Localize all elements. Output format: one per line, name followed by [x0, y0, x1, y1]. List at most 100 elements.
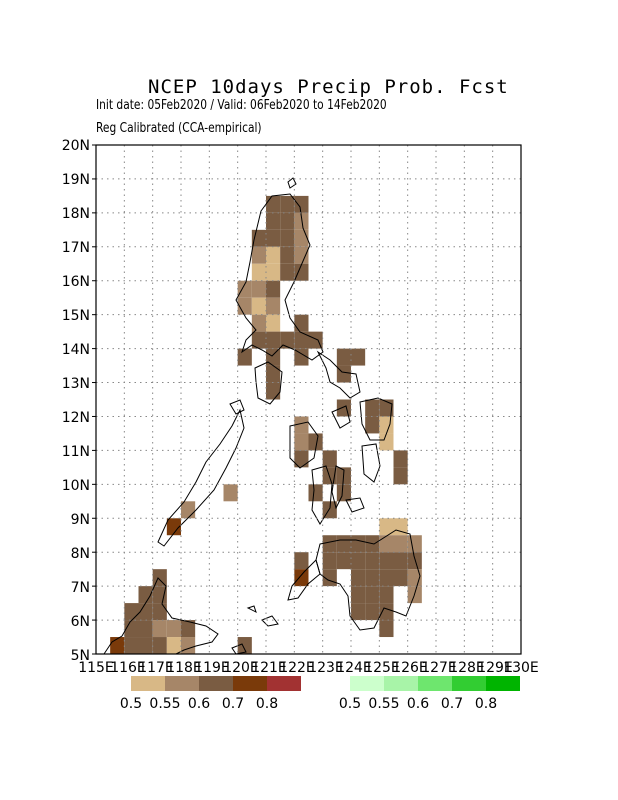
legend-wet-label: 0.55	[368, 696, 399, 712]
probability-cell	[336, 552, 351, 570]
probability-cell	[351, 552, 366, 570]
probability-cell	[351, 535, 366, 553]
probability-cell	[266, 280, 281, 298]
coastline-samar	[359, 397, 393, 441]
lat-label: 5N	[71, 648, 90, 664]
probability-cell	[336, 365, 351, 383]
probability-cell	[379, 603, 394, 621]
lat-label: 17N	[62, 240, 90, 256]
probability-cell	[351, 569, 366, 587]
probability-cell	[351, 348, 366, 366]
lon-label: 118E	[166, 660, 202, 676]
coastline-negros	[311, 465, 333, 525]
lon-label: 122E	[279, 660, 315, 676]
legend-swatch	[131, 676, 165, 691]
probability-cell	[266, 365, 281, 383]
probability-cell	[336, 348, 351, 366]
probability-cell	[393, 552, 408, 570]
probability-cell	[393, 535, 408, 553]
probability-cell	[280, 229, 295, 247]
probability-cell	[223, 484, 238, 502]
probability-cell	[152, 620, 167, 638]
probability-cell	[294, 314, 309, 332]
lat-label: 14N	[62, 342, 90, 358]
map-subtitle-method: Reg Calibrated (CCA-empirical)	[96, 121, 262, 136]
probability-cell	[237, 637, 252, 654]
probability-cell	[379, 586, 394, 604]
probability-cell	[280, 195, 295, 213]
probability-cell	[138, 586, 153, 604]
map-frame	[95, 144, 522, 655]
probability-cell	[407, 552, 422, 570]
legend-swatch	[350, 676, 384, 691]
lon-label: 124E	[336, 660, 372, 676]
probability-cell	[251, 280, 266, 298]
lat-label: 13N	[62, 376, 90, 392]
lat-label: 7N	[71, 580, 90, 596]
map-title: NCEP 10days Precip Prob. Fcst	[148, 76, 509, 98]
legend-dry-labels: 0.5 0.55 0.6 0.7 0.8	[120, 696, 278, 712]
lon-label: 120E	[223, 660, 259, 676]
probability-cell	[294, 552, 309, 570]
probability-cell	[251, 263, 266, 281]
probability-cell	[124, 637, 139, 654]
legend-wet-label: 0.6	[407, 696, 429, 712]
probability-cell	[266, 212, 281, 230]
probability-cell	[138, 603, 153, 621]
probability-cell	[251, 331, 266, 349]
legend-swatch	[165, 676, 199, 691]
probability-cell	[266, 314, 281, 332]
legend-dry	[131, 676, 301, 691]
probability-cell	[379, 535, 394, 553]
legend-swatch	[452, 676, 486, 691]
probability-cell	[365, 399, 380, 417]
probability-cell	[351, 586, 366, 604]
probability-cell	[294, 229, 309, 247]
probability-cell	[237, 297, 252, 315]
latitude-labels: 20N 19N 18N 17N 16N 15N 14N 13N 12N 11N …	[62, 138, 90, 664]
probability-cell	[322, 552, 337, 570]
legend-wet	[350, 676, 520, 691]
probability-cell	[152, 603, 167, 621]
lon-label: 129E	[477, 660, 513, 676]
probability-cell	[294, 450, 309, 468]
probability-cell	[294, 246, 309, 264]
lat-label: 8N	[71, 546, 90, 562]
map-subtitle-dates: Init date: 05Feb2020 / Valid: 06Feb2020 …	[96, 98, 387, 113]
probability-cell	[379, 552, 394, 570]
probability-cell	[152, 586, 167, 604]
probability-cell	[336, 399, 351, 417]
lat-label: 11N	[62, 444, 90, 460]
probability-cell	[266, 246, 281, 264]
probability-cell	[152, 569, 167, 587]
legend-swatch	[267, 676, 301, 691]
probability-cell	[251, 297, 266, 315]
probability-cell	[365, 586, 380, 604]
legend-dry-label: 0.7	[222, 696, 244, 712]
probability-cell	[251, 314, 266, 332]
probability-cell	[280, 331, 295, 349]
legend-wet-labels: 0.5 0.55 0.6 0.7 0.8	[339, 696, 497, 712]
probability-cell	[294, 331, 309, 349]
lat-label: 9N	[71, 512, 90, 528]
probability-cell	[294, 195, 309, 213]
probability-cell	[251, 246, 266, 264]
lon-label: 121E	[251, 660, 287, 676]
probability-cell	[181, 620, 196, 638]
probability-cell	[393, 569, 408, 587]
probability-cell	[181, 501, 196, 519]
lat-label: 19N	[62, 172, 90, 188]
probability-cell	[294, 348, 309, 366]
probability-cell	[322, 450, 337, 468]
probability-cell	[393, 467, 408, 485]
coastlines	[103, 177, 421, 655]
coastline-babuyan	[287, 177, 297, 189]
probability-cell	[379, 620, 394, 638]
probability-cell	[393, 450, 408, 468]
probability-cell	[365, 603, 380, 621]
probability-cell	[379, 518, 394, 536]
lon-label: 125E	[364, 660, 400, 676]
probability-cell	[322, 535, 337, 553]
probability-cell	[407, 535, 422, 553]
